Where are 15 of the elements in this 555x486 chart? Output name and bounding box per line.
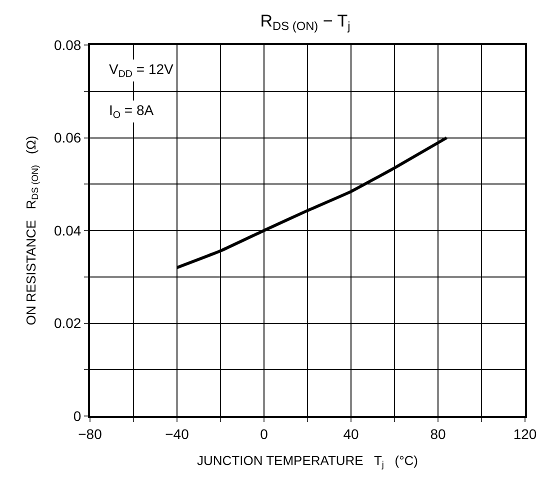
x-tick-label: 120 [513,426,537,442]
y-tick-label: 0.06 [54,130,82,146]
x-axis-title: JUNCTION TEMPERATURE T$_{j}$ (°C) [196,452,418,470]
chart-title: R$_{DS (ON)}$ − T$_{j}$ [260,11,350,34]
annotation: I$_{O}$ = 8A [109,102,154,121]
y-tick-label: 0 [73,408,82,424]
x-tick-label: 40 [343,426,359,442]
x-tick-label: −40 [165,426,190,442]
x-tick-label: 80 [430,426,446,442]
y-tick-label: 0.08 [54,36,82,53]
y-tick-label: 0.02 [54,315,82,332]
x-tick-label: −80 [78,426,102,442]
annotation: V$_{DD}$ = 12V [109,61,174,80]
y-tick-label: 0.04 [54,222,82,238]
x-tick-label: 0 [260,426,268,442]
